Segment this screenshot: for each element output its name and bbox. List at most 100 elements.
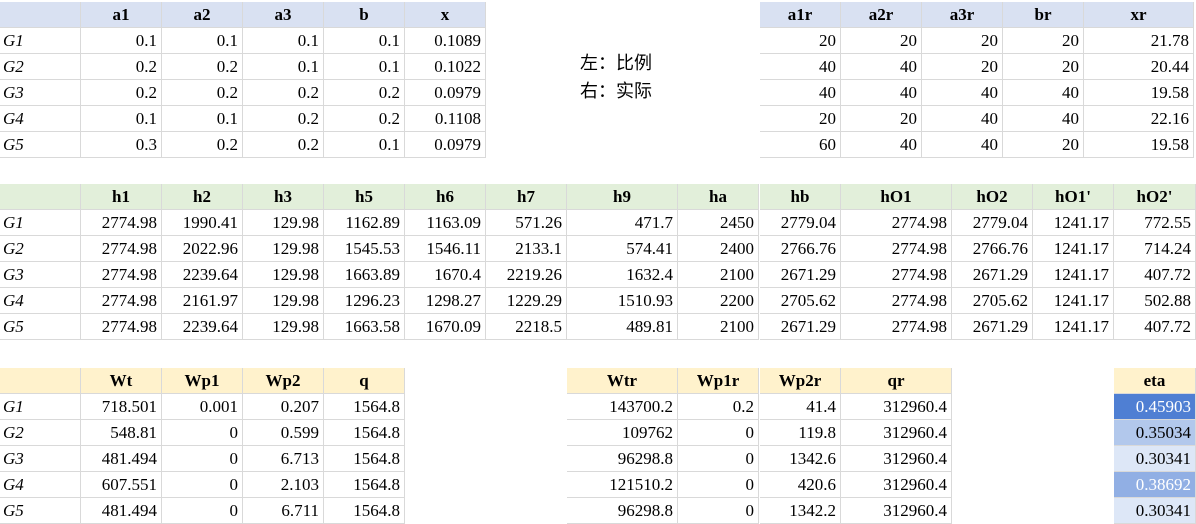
- col-header-eta[interactable]: eta: [1114, 368, 1196, 394]
- row-label-G2[interactable]: G2: [0, 236, 81, 262]
- table-cell[interactable]: 2774.98: [841, 314, 952, 340]
- table-cell[interactable]: 0: [678, 420, 759, 446]
- table-cell[interactable]: 2774.98: [841, 236, 952, 262]
- col-header-Wtr[interactable]: Wtr: [567, 368, 678, 394]
- table-cell[interactable]: 0: [678, 446, 759, 472]
- table-cell[interactable]: 129.98: [243, 288, 324, 314]
- table-cell[interactable]: 407.72: [1114, 314, 1196, 340]
- table-cell[interactable]: 1545.53: [324, 236, 405, 262]
- table-cell[interactable]: 40: [1003, 106, 1084, 132]
- table-cell[interactable]: 1564.8: [324, 394, 405, 420]
- table-cell[interactable]: 0.1: [162, 106, 243, 132]
- table-cell[interactable]: 1670.09: [405, 314, 486, 340]
- table-cell[interactable]: 714.24: [1114, 236, 1196, 262]
- table-cell[interactable]: 548.81: [81, 420, 162, 446]
- table-cell[interactable]: 2161.97: [162, 288, 243, 314]
- row-label-G3[interactable]: G3: [0, 80, 81, 106]
- table-cell[interactable]: 19.58: [1084, 80, 1194, 106]
- col-header-Wt[interactable]: Wt: [81, 368, 162, 394]
- table-cell[interactable]: 1342.6: [760, 446, 841, 472]
- table-cell[interactable]: 1564.8: [324, 472, 405, 498]
- col-header-hO2-prime[interactable]: hO2': [1114, 184, 1196, 210]
- table-cell[interactable]: 143700.2: [567, 394, 678, 420]
- table-cell[interactable]: 0.1: [162, 28, 243, 54]
- table-cell[interactable]: 0.3: [81, 132, 162, 158]
- header-corner[interactable]: [0, 368, 81, 394]
- table-cell[interactable]: 20: [760, 28, 841, 54]
- table-cell[interactable]: 1632.4: [567, 262, 678, 288]
- table-cell[interactable]: 420.6: [760, 472, 841, 498]
- table-cell[interactable]: 40: [922, 80, 1003, 106]
- table-cell[interactable]: 1241.17: [1033, 288, 1114, 314]
- table-cell[interactable]: 21.78: [1084, 28, 1194, 54]
- row-label-G5[interactable]: G5: [0, 498, 81, 524]
- row-label-G4[interactable]: G4: [0, 106, 81, 132]
- table-cell[interactable]: 312960.4: [841, 446, 952, 472]
- table-cell[interactable]: 20: [1003, 132, 1084, 158]
- row-label-G5[interactable]: G5: [0, 132, 81, 158]
- table-cell[interactable]: 41.4: [760, 394, 841, 420]
- table-cell[interactable]: 2219.26: [486, 262, 567, 288]
- col-header-a3r[interactable]: a3r: [922, 2, 1003, 28]
- table-cell[interactable]: 1663.89: [324, 262, 405, 288]
- col-header-hO1[interactable]: hO1: [841, 184, 952, 210]
- header-corner[interactable]: [0, 184, 81, 210]
- table-cell[interactable]: 129.98: [243, 236, 324, 262]
- ratio-note[interactable]: 左：比例 右：实际: [580, 50, 652, 106]
- table-cell[interactable]: 109762: [567, 420, 678, 446]
- table-cell[interactable]: 60: [760, 132, 841, 158]
- table-cell[interactable]: 1510.93: [567, 288, 678, 314]
- row-label-G3[interactable]: G3: [0, 446, 81, 472]
- table-cell[interactable]: 2766.76: [952, 236, 1033, 262]
- eta-cell[interactable]: 0.30341: [1114, 498, 1196, 524]
- col-header-a2r[interactable]: a2r: [841, 2, 922, 28]
- table-cell[interactable]: 0.0979: [405, 80, 486, 106]
- table-cell[interactable]: 40: [760, 80, 841, 106]
- table-cell[interactable]: 40: [841, 132, 922, 158]
- table-cell[interactable]: 0.2: [324, 106, 405, 132]
- table-cell[interactable]: 0: [678, 472, 759, 498]
- table-cell[interactable]: 0: [162, 420, 243, 446]
- row-label-G4[interactable]: G4: [0, 472, 81, 498]
- col-header-br[interactable]: br: [1003, 2, 1084, 28]
- col-header-h5[interactable]: h5: [324, 184, 405, 210]
- table-cell[interactable]: 2239.64: [162, 262, 243, 288]
- table-cell[interactable]: 20: [841, 28, 922, 54]
- row-label-G2[interactable]: G2: [0, 54, 81, 80]
- table-cell[interactable]: 1342.2: [760, 498, 841, 524]
- header-corner[interactable]: [0, 2, 81, 28]
- table-cell[interactable]: 129.98: [243, 314, 324, 340]
- table-cell[interactable]: 2774.98: [81, 210, 162, 236]
- table-cell[interactable]: 0.2: [162, 80, 243, 106]
- table-cell[interactable]: 1241.17: [1033, 314, 1114, 340]
- table-cell[interactable]: 1241.17: [1033, 210, 1114, 236]
- table-cell[interactable]: 718.501: [81, 394, 162, 420]
- table-cell[interactable]: 2100: [678, 314, 759, 340]
- table-cell[interactable]: 2774.98: [81, 262, 162, 288]
- table-cell[interactable]: 1564.8: [324, 446, 405, 472]
- table-cell[interactable]: 574.41: [567, 236, 678, 262]
- table-cell[interactable]: 6.711: [243, 498, 324, 524]
- table-cell[interactable]: 312960.4: [841, 472, 952, 498]
- table-cell[interactable]: 1564.8: [324, 420, 405, 446]
- table-cell[interactable]: 40: [1003, 80, 1084, 106]
- col-header-xr[interactable]: xr: [1084, 2, 1194, 28]
- col-header-a3[interactable]: a3: [243, 2, 324, 28]
- table-cell[interactable]: 481.494: [81, 446, 162, 472]
- table-cell[interactable]: 0.2: [243, 106, 324, 132]
- table-cell[interactable]: 0.0979: [405, 132, 486, 158]
- table-cell[interactable]: 1241.17: [1033, 262, 1114, 288]
- table-cell[interactable]: 2774.98: [81, 314, 162, 340]
- table-cell[interactable]: 2200: [678, 288, 759, 314]
- col-header-a1[interactable]: a1: [81, 2, 162, 28]
- table-cell[interactable]: 1229.29: [486, 288, 567, 314]
- table-cell[interactable]: 40: [922, 106, 1003, 132]
- col-header-Wp2[interactable]: Wp2: [243, 368, 324, 394]
- table-cell[interactable]: 2779.04: [760, 210, 841, 236]
- table-cell[interactable]: 2.103: [243, 472, 324, 498]
- table-cell[interactable]: 0.2: [162, 54, 243, 80]
- table-cell[interactable]: 2133.1: [486, 236, 567, 262]
- eta-cell[interactable]: 0.30341: [1114, 446, 1196, 472]
- table-cell[interactable]: 1564.8: [324, 498, 405, 524]
- table-cell[interactable]: 2671.29: [952, 262, 1033, 288]
